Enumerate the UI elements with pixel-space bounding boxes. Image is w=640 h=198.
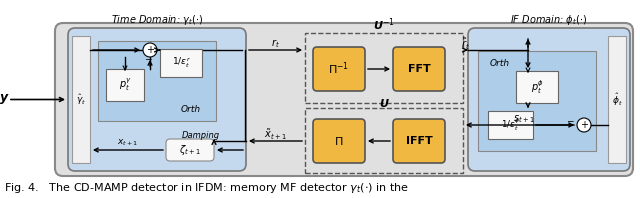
FancyBboxPatch shape xyxy=(313,47,365,91)
Bar xyxy=(98,41,216,121)
Circle shape xyxy=(577,118,591,132)
Text: $\zeta_{t+1}$: $\zeta_{t+1}$ xyxy=(179,143,201,157)
Text: $\Pi^{-1}$: $\Pi^{-1}$ xyxy=(328,61,349,77)
Text: $x_{t+1}$: $x_{t+1}$ xyxy=(117,138,139,148)
Text: $\tilde{x}_{t+1}$: $\tilde{x}_{t+1}$ xyxy=(264,128,287,142)
Text: $\hat{\gamma}_t$: $\hat{\gamma}_t$ xyxy=(76,92,86,107)
FancyBboxPatch shape xyxy=(393,119,445,163)
FancyBboxPatch shape xyxy=(393,47,445,91)
Bar xyxy=(305,33,463,103)
FancyBboxPatch shape xyxy=(166,139,214,161)
FancyBboxPatch shape xyxy=(68,28,246,171)
Text: $1/\varepsilon_t^r$: $1/\varepsilon_t^r$ xyxy=(172,56,191,70)
Bar xyxy=(72,36,90,163)
Bar xyxy=(160,49,202,77)
Bar xyxy=(106,69,144,101)
FancyBboxPatch shape xyxy=(468,28,630,171)
Text: $\boldsymbol{y}$: $\boldsymbol{y}$ xyxy=(0,92,10,107)
Text: $r_t$: $r_t$ xyxy=(271,38,280,50)
Text: IFFT: IFFT xyxy=(406,136,433,146)
Text: Orth: Orth xyxy=(490,58,510,68)
Text: Time Domain: $\gamma_t(\cdot)$: Time Domain: $\gamma_t(\cdot)$ xyxy=(111,13,203,27)
Text: $p_t^\gamma$: $p_t^\gamma$ xyxy=(118,77,131,93)
FancyBboxPatch shape xyxy=(55,23,633,176)
Text: Damping: Damping xyxy=(182,131,220,141)
Text: $-$: $-$ xyxy=(144,53,152,63)
Bar xyxy=(305,108,463,173)
Bar xyxy=(478,51,596,151)
Circle shape xyxy=(143,43,157,57)
Text: $1/\varepsilon_t^\phi$: $1/\varepsilon_t^\phi$ xyxy=(501,117,520,133)
Text: Fig. 4.   The CD-MAMP detector in IFDM: memory MF detector $\gamma_t(\cdot)$ in : Fig. 4. The CD-MAMP detector in IFDM: me… xyxy=(4,181,409,195)
Bar xyxy=(516,71,558,103)
Text: $p_t^\phi$: $p_t^\phi$ xyxy=(531,78,543,96)
Text: FFT: FFT xyxy=(408,64,430,74)
Text: $\hat{\phi}_t$: $\hat{\phi}_t$ xyxy=(612,91,622,108)
FancyBboxPatch shape xyxy=(313,119,365,163)
Text: $\Pi$: $\Pi$ xyxy=(334,135,344,147)
Text: +: + xyxy=(146,45,154,55)
Text: $-$: $-$ xyxy=(566,115,574,125)
Text: Orth: Orth xyxy=(181,105,201,113)
Bar xyxy=(608,36,626,163)
Text: $\boldsymbol{U}^{-1}$: $\boldsymbol{U}^{-1}$ xyxy=(373,17,395,33)
Text: IF Domain: $\phi_t(\cdot)$: IF Domain: $\phi_t(\cdot)$ xyxy=(511,13,588,27)
Text: +: + xyxy=(580,120,588,130)
Text: $s_{t+1}$: $s_{t+1}$ xyxy=(513,113,534,125)
Text: $\tilde{r}_t$: $\tilde{r}_t$ xyxy=(461,36,470,52)
Text: $\boldsymbol{U}$: $\boldsymbol{U}$ xyxy=(379,97,389,109)
Bar xyxy=(488,111,533,139)
